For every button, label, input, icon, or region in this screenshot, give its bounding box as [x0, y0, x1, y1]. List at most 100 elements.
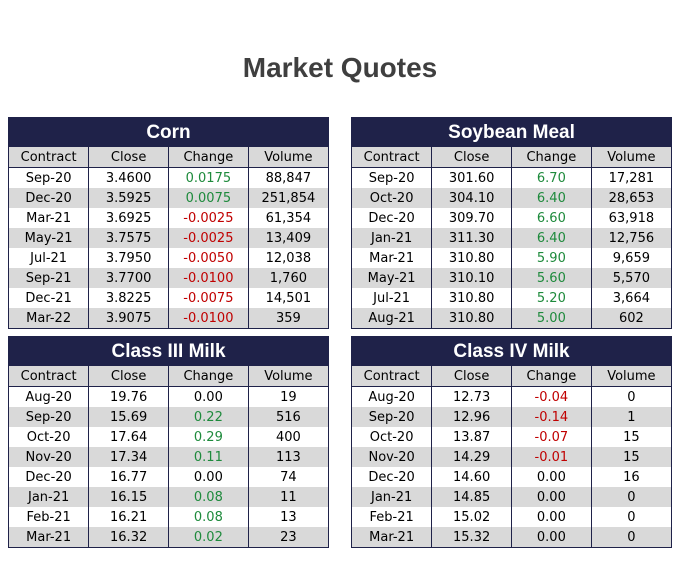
- cell-contract: Mar-22: [9, 308, 90, 328]
- cell-change: 0.08: [168, 487, 249, 507]
- cell-change: 0.02: [168, 527, 249, 547]
- table-row: Aug-20 12.73 -0.04 0: [352, 386, 671, 407]
- cell-contract: Feb-21: [9, 507, 90, 527]
- header-contract: Contract: [352, 147, 433, 168]
- cell-volume: 1: [591, 407, 671, 427]
- table-row: Feb-21 15.02 0.00 0: [352, 507, 671, 527]
- cell-change: 0.0075: [168, 188, 249, 208]
- cell-volume: 63,918: [591, 208, 671, 228]
- cell-contract: Sep-20: [352, 167, 433, 188]
- cell-change: -0.0100: [168, 268, 249, 288]
- cell-volume: 0: [591, 487, 671, 507]
- cell-close: 16.77: [88, 467, 169, 487]
- cell-contract: Aug-20: [352, 386, 433, 407]
- cell-close: 16.32: [88, 527, 169, 547]
- header-change: Change: [168, 366, 249, 387]
- cell-close: 15.32: [431, 527, 512, 547]
- cell-change: -0.0025: [168, 208, 249, 228]
- table-row: Sep-20 301.60 6.70 17,281: [352, 167, 671, 188]
- cell-volume: 13: [248, 507, 328, 527]
- cell-contract: Jan-21: [9, 487, 90, 507]
- cell-volume: 88,847: [248, 167, 328, 188]
- cell-volume: 400: [248, 427, 328, 447]
- cell-change: -0.0025: [168, 228, 249, 248]
- panel-class-iv-milk: Class IV Milk Contract Close Change Volume Au…: [351, 336, 672, 548]
- table-row: Dec-20 3.5925 0.0075 251,854: [9, 188, 328, 208]
- cell-close: 12.96: [431, 407, 512, 427]
- header-volume: Volume: [248, 366, 328, 387]
- cell-contract: May-21: [9, 228, 90, 248]
- cell-change: 0.00: [511, 507, 592, 527]
- panel-corn: Corn Contract Close Change Volume Sep-20 3.460…: [8, 117, 329, 329]
- cell-change: 0.00: [511, 467, 592, 487]
- cell-change: 5.60: [511, 268, 592, 288]
- cell-close: 3.5925: [88, 188, 169, 208]
- cell-close: 311.30: [431, 228, 512, 248]
- cell-close: 15.69: [88, 407, 169, 427]
- cell-volume: 0: [591, 527, 671, 547]
- cell-close: 15.02: [431, 507, 512, 527]
- cell-contract: Oct-20: [352, 188, 433, 208]
- cell-change: -0.0050: [168, 248, 249, 268]
- header-change: Change: [168, 147, 249, 168]
- table-row: Jan-21 311.30 6.40 12,756: [352, 228, 671, 248]
- header-close: Close: [431, 147, 512, 168]
- cell-volume: 16: [591, 467, 671, 487]
- header-contract: Contract: [9, 366, 90, 387]
- cell-close: 3.9075: [88, 308, 169, 328]
- cell-contract: Sep-21: [9, 268, 90, 288]
- quote-table: Contract Close Change Volume Sep-20 301.60 6.7…: [352, 147, 671, 328]
- cell-change: 6.60: [511, 208, 592, 228]
- table-row: Mar-21 3.6925 -0.0025 61,354: [9, 208, 328, 228]
- cell-volume: 14,501: [248, 288, 328, 308]
- table-row: Dec-21 3.8225 -0.0075 14,501: [9, 288, 328, 308]
- cell-close: 310.10: [431, 268, 512, 288]
- cell-contract: Oct-20: [352, 427, 433, 447]
- table-row: Aug-21 310.80 5.00 602: [352, 308, 671, 328]
- header-contract: Contract: [352, 366, 433, 387]
- cell-volume: 11: [248, 487, 328, 507]
- quote-table: Contract Close Change Volume Aug-20 12.73 -0.0…: [352, 366, 671, 547]
- cell-contract: Jul-21: [9, 248, 90, 268]
- cell-volume: 28,653: [591, 188, 671, 208]
- cell-contract: Sep-20: [352, 407, 433, 427]
- header-close: Close: [88, 147, 169, 168]
- table-row: May-21 3.7575 -0.0025 13,409: [9, 228, 328, 248]
- cell-close: 3.7700: [88, 268, 169, 288]
- cell-close: 14.29: [431, 447, 512, 467]
- cell-contract: Aug-20: [9, 386, 90, 407]
- cell-contract: Sep-20: [9, 167, 90, 188]
- cell-contract: Nov-20: [9, 447, 90, 467]
- cell-change: -0.01: [511, 447, 592, 467]
- cell-change: 0.11: [168, 447, 249, 467]
- cell-change: 0.29: [168, 427, 249, 447]
- cell-close: 14.60: [431, 467, 512, 487]
- cell-close: 310.80: [431, 308, 512, 328]
- cell-volume: 74: [248, 467, 328, 487]
- cell-volume: 5,570: [591, 268, 671, 288]
- cell-volume: 17,281: [591, 167, 671, 188]
- table-row: Sep-20 15.69 0.22 516: [9, 407, 328, 427]
- cell-change: 6.70: [511, 167, 592, 188]
- cell-close: 12.73: [431, 386, 512, 407]
- cell-contract: Nov-20: [352, 447, 433, 467]
- cell-volume: 61,354: [248, 208, 328, 228]
- table-row: Oct-20 13.87 -0.07 15: [352, 427, 671, 447]
- cell-close: 16.21: [88, 507, 169, 527]
- cell-contract: Dec-20: [9, 188, 90, 208]
- header-volume: Volume: [591, 147, 671, 168]
- table-row: Dec-20 14.60 0.00 16: [352, 467, 671, 487]
- cell-change: -0.0075: [168, 288, 249, 308]
- cell-close: 310.80: [431, 248, 512, 268]
- cell-volume: 15: [591, 447, 671, 467]
- cell-volume: 12,038: [248, 248, 328, 268]
- cell-volume: 113: [248, 447, 328, 467]
- table-row: Mar-22 3.9075 -0.0100 359: [9, 308, 328, 328]
- cell-contract: Dec-20: [9, 467, 90, 487]
- cell-change: 5.90: [511, 248, 592, 268]
- cell-change: 0.22: [168, 407, 249, 427]
- cell-change: -0.07: [511, 427, 592, 447]
- cell-contract: Dec-20: [352, 467, 433, 487]
- panel-class-iii-milk: Class III Milk Contract Close Change Volume A…: [8, 336, 329, 548]
- cell-contract: Mar-21: [352, 248, 433, 268]
